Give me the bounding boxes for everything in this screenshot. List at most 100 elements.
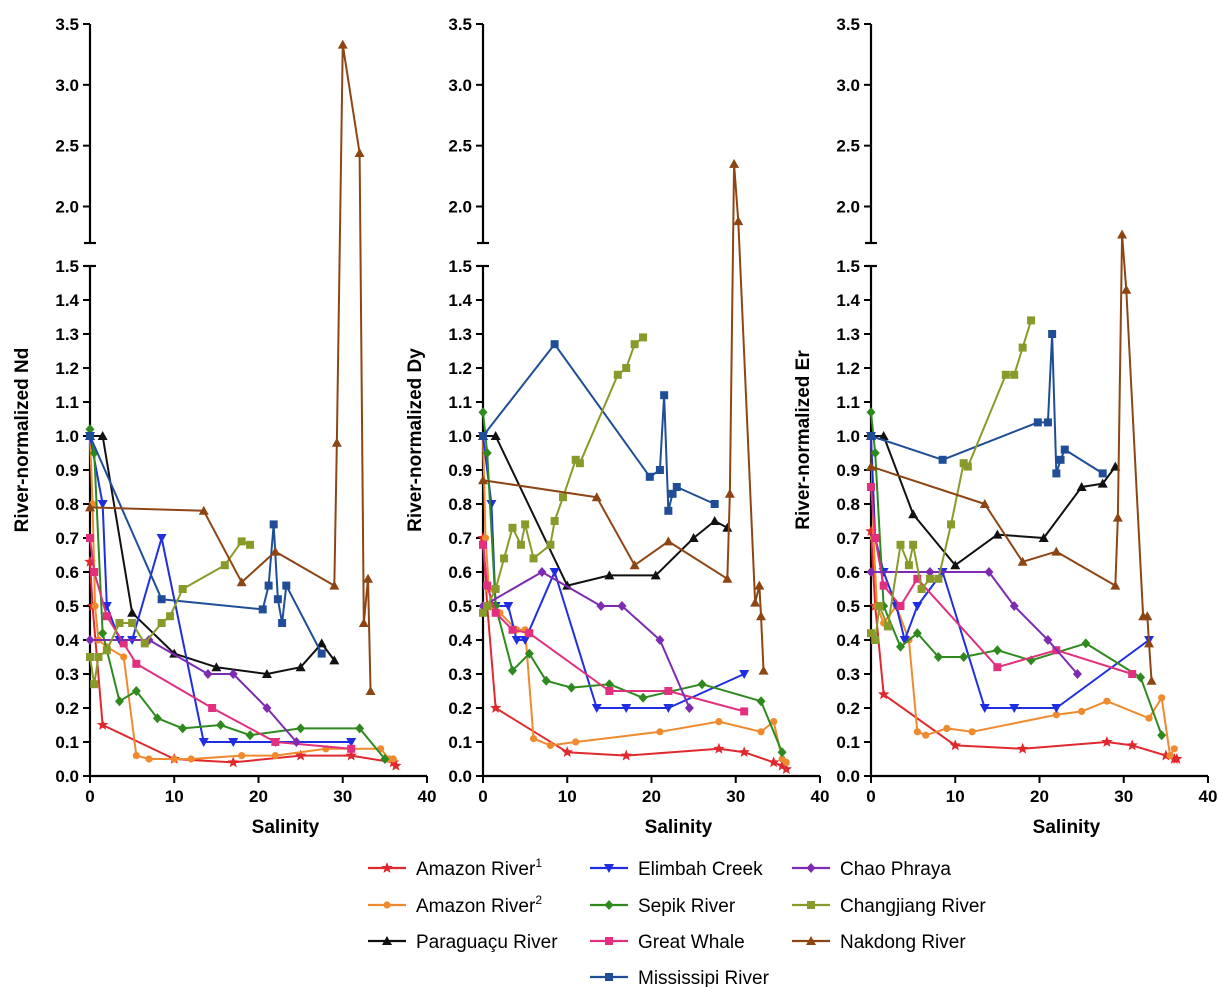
y-tick-label: 0.4	[55, 631, 79, 650]
data-point-sepik	[355, 723, 365, 734]
legend-item-amazon1: Amazon River1	[368, 856, 542, 880]
data-point-elimbah	[503, 602, 514, 611]
data-point-mississippi	[938, 455, 947, 464]
data-point-mississippi	[867, 432, 875, 440]
data-point-amazon1	[390, 759, 402, 771]
data-point-amazon2	[529, 735, 538, 743]
data-point-amazon2	[1145, 714, 1153, 722]
series-mississippi	[479, 340, 719, 515]
data-point-sepik	[777, 747, 787, 758]
data-point-changjiang	[500, 554, 509, 563]
data-point-sepik	[895, 641, 905, 652]
data-point-mississippi	[264, 581, 273, 590]
data-point-elimbah	[549, 568, 560, 577]
data-point-greatwhale	[90, 568, 99, 576]
data-point-paraguacu	[650, 570, 661, 580]
y-tick-label: 0.7	[836, 529, 860, 548]
data-point-amazon1	[1101, 736, 1113, 747]
y-tick-label: 0.6	[836, 563, 860, 582]
data-point-sepik	[1136, 672, 1146, 683]
y-tick-label: 1.2	[55, 359, 79, 378]
series-mississippi	[86, 432, 326, 658]
y-tick-label: 0.9	[55, 461, 79, 480]
data-point-paraguacu	[722, 522, 733, 532]
data-point-nakdong	[754, 580, 765, 590]
data-point-amazon1	[1171, 753, 1183, 764]
data-point-elimbah	[621, 704, 632, 713]
data-point-changjiang	[883, 622, 892, 631]
x-tick-label: 20	[642, 787, 661, 806]
data-point-chaophraya	[1009, 601, 1019, 611]
data-point-paraguacu	[604, 570, 615, 580]
data-point-amazon1	[767, 756, 780, 768]
data-point-amazon2	[770, 718, 778, 726]
data-point-mississippi	[273, 595, 282, 604]
legend-marker-chaophraya	[806, 863, 816, 873]
legend-label-amazon1: Amazon River1	[416, 856, 542, 880]
data-point-sepik	[507, 665, 517, 676]
data-point-sepik	[697, 679, 707, 690]
data-point-greatwhale	[271, 738, 280, 746]
data-point-paraguacu	[490, 431, 501, 440]
data-point-amazon1	[780, 763, 793, 775]
data-point-amazon1	[738, 746, 750, 758]
data-point-sepik	[131, 686, 141, 696]
data-point-changjiang	[237, 537, 246, 546]
data-point-mississippi	[668, 489, 677, 498]
data-point-amazon2	[271, 752, 279, 760]
data-point-chaophraya	[655, 635, 665, 645]
data-point-sepik	[380, 754, 390, 764]
series-amazon2	[86, 432, 397, 763]
data-point-greatwhale	[871, 534, 880, 542]
legend-item-chaophraya: Chao Phraya	[792, 859, 951, 880]
data-point-amazon1	[776, 759, 788, 771]
series-greatwhale	[86, 534, 356, 753]
data-point-changjiang	[875, 602, 884, 610]
y-tick-label: 0.4	[448, 631, 472, 650]
series-line-sepik	[482, 412, 784, 753]
series-line-greatwhale	[482, 544, 745, 713]
data-point-amazon1	[877, 688, 890, 700]
data-point-changjiang	[115, 619, 124, 627]
y-tick-label: 3.0	[448, 76, 472, 95]
y-tick-label: 1.4	[448, 291, 472, 310]
data-point-mississippi	[479, 432, 487, 440]
data-point-mississippi	[1033, 418, 1042, 427]
data-point-elimbah	[511, 636, 522, 645]
data-point-paraguacu	[261, 669, 272, 678]
data-point-amazon2	[968, 728, 976, 736]
data-point-elimbah	[899, 636, 910, 645]
data-point-nakdong	[758, 665, 769, 675]
y-tick-label: 1.5	[55, 257, 79, 276]
x-tick-label: 40	[1199, 787, 1218, 806]
y-tick-label: 0.5	[836, 597, 860, 616]
data-point-paraguacu	[688, 533, 699, 542]
x-tick-label: 0	[866, 787, 875, 806]
data-point-greatwhale	[993, 663, 1002, 672]
data-point-changjiang	[959, 459, 968, 468]
data-point-mississippi	[1060, 445, 1069, 454]
y-tick-label: 0.3	[836, 665, 860, 684]
data-point-sepik	[1081, 638, 1091, 649]
data-point-mississippi	[710, 500, 719, 508]
series-amazon2	[479, 432, 790, 767]
data-point-nakdong	[724, 488, 735, 498]
y-axis-title: River-normalized Er	[793, 350, 814, 530]
series-nakdong	[85, 39, 376, 695]
data-point-amazon2	[120, 653, 128, 661]
data-point-mississippi	[1056, 455, 1065, 464]
y-tick-label: 0.2	[448, 699, 472, 718]
legend-superscript: 1	[535, 856, 542, 870]
legend-item-nakdong: Nakdong River	[792, 932, 966, 953]
x-axis-title: Salinity	[645, 817, 713, 838]
data-point-greatwhale	[525, 629, 534, 638]
data-point-amazon1	[294, 749, 307, 761]
y-tick-label: 1.4	[836, 291, 860, 310]
data-point-chaophraya	[203, 669, 213, 679]
data-point-amazon2	[1078, 707, 1086, 716]
data-point-greatwhale	[913, 574, 922, 583]
data-point-sepik	[933, 652, 943, 662]
data-point-amazon1	[84, 555, 96, 567]
data-point-paraguacu	[127, 607, 138, 617]
series-changjiang	[479, 333, 648, 617]
